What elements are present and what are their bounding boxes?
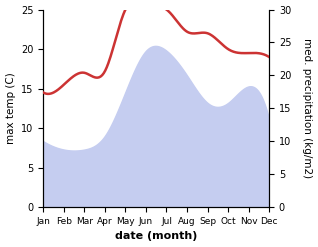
Y-axis label: max temp (C): max temp (C) <box>5 72 16 144</box>
Y-axis label: med. precipitation (kg/m2): med. precipitation (kg/m2) <box>302 38 313 178</box>
X-axis label: date (month): date (month) <box>115 231 197 242</box>
